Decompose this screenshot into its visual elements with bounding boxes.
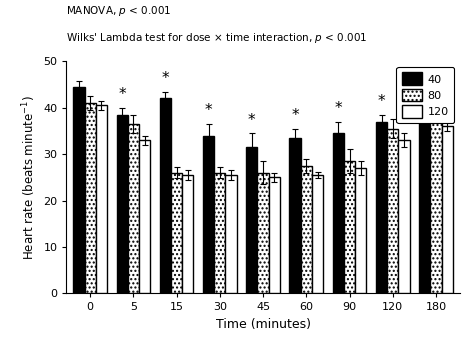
Bar xyxy=(182,175,193,293)
Text: MANOVA, $p$ < 0.001: MANOVA, $p$ < 0.001 xyxy=(66,4,172,18)
Text: *: * xyxy=(248,113,255,128)
Bar xyxy=(376,122,387,293)
Bar xyxy=(430,113,442,293)
Bar xyxy=(117,115,128,293)
Bar xyxy=(257,173,269,293)
Text: *: * xyxy=(205,103,212,118)
Bar xyxy=(84,103,96,293)
Bar xyxy=(96,105,107,293)
Bar xyxy=(160,99,171,293)
Bar xyxy=(442,126,453,293)
Bar xyxy=(269,177,280,293)
Text: *: * xyxy=(118,87,126,102)
Bar xyxy=(387,129,398,293)
Text: *: * xyxy=(335,101,342,116)
Bar xyxy=(214,173,226,293)
Bar xyxy=(226,175,237,293)
Text: Wilks' Lambda test for dose × time interaction, $p$ < 0.001: Wilks' Lambda test for dose × time inter… xyxy=(66,31,368,45)
Bar xyxy=(73,87,84,293)
Text: *: * xyxy=(291,108,299,123)
Bar xyxy=(301,166,312,293)
Bar xyxy=(246,147,257,293)
Text: *: * xyxy=(162,71,169,86)
Bar xyxy=(398,140,410,293)
Legend: 40, 80, 120: 40, 80, 120 xyxy=(396,67,454,123)
X-axis label: Time (minutes): Time (minutes) xyxy=(216,318,310,331)
Bar xyxy=(355,168,366,293)
Bar xyxy=(312,175,323,293)
Bar xyxy=(290,138,301,293)
Bar xyxy=(203,136,214,293)
Bar xyxy=(333,133,344,293)
Bar xyxy=(139,140,150,293)
Y-axis label: Heart rate (beats minute$^{-1}$): Heart rate (beats minute$^{-1}$) xyxy=(20,95,37,260)
Bar xyxy=(128,124,139,293)
Text: *: * xyxy=(421,69,428,84)
Text: *: * xyxy=(378,94,385,109)
Bar xyxy=(344,161,355,293)
Bar xyxy=(419,99,430,293)
Bar xyxy=(171,173,182,293)
